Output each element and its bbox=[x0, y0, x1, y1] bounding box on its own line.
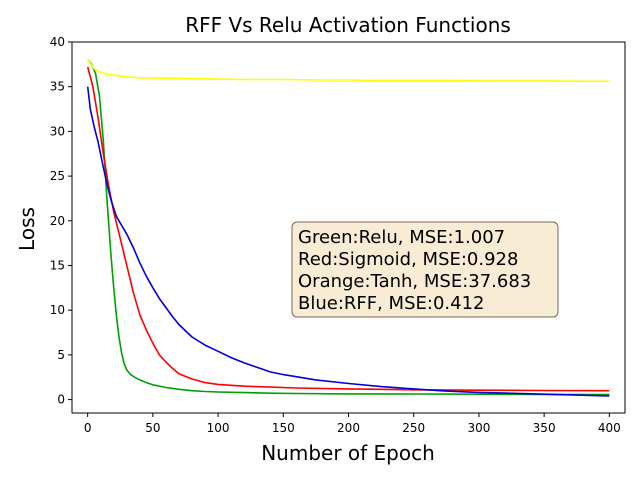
annotation-line-tanh: Orange:Tanh, MSE:37.683 bbox=[298, 271, 531, 292]
x-tick-label: 0 bbox=[84, 421, 92, 435]
x-tick-label: 150 bbox=[272, 421, 295, 435]
y-tick-label: 0 bbox=[57, 393, 65, 407]
y-tick-label: 10 bbox=[50, 303, 65, 317]
y-tick-label: 25 bbox=[50, 169, 65, 183]
x-tick-label: 50 bbox=[145, 421, 160, 435]
relu-loss-line bbox=[87, 59, 610, 396]
y-tick-label: 35 bbox=[50, 80, 65, 94]
y-tick-label: 15 bbox=[50, 258, 65, 272]
annotation-line-relu: Green:Relu, MSE:1.007 bbox=[298, 227, 505, 248]
plot-lines bbox=[86, 59, 610, 397]
x-tick-label: 400 bbox=[598, 421, 621, 435]
x-tick-label: 300 bbox=[467, 421, 490, 435]
mse-annotation-box: Green:Relu, MSE:1.007 Red:Sigmoid, MSE:0… bbox=[291, 221, 559, 318]
x-tick-label: 250 bbox=[402, 421, 425, 435]
y-tick-label: 40 bbox=[50, 35, 65, 49]
y-tick-label: 20 bbox=[50, 214, 65, 228]
annotation-line-sigmoid: Red:Sigmoid, MSE:0.928 bbox=[298, 249, 518, 270]
y-tick-label: 5 bbox=[57, 348, 65, 362]
rff-loss-line bbox=[86, 86, 610, 397]
y-axis-title: Loss bbox=[15, 207, 39, 251]
tanh-loss-line bbox=[87, 59, 610, 83]
annotation-line-rff: Blue:RFF, MSE:0.412 bbox=[298, 293, 484, 314]
annotation-box-background bbox=[291, 221, 559, 318]
y-axis: 0 5 10 15 20 25 30 35 40 bbox=[50, 35, 72, 407]
x-axis-title: Number of Epoch bbox=[261, 441, 435, 465]
chart-title: RFF Vs Relu Activation Functions bbox=[185, 13, 511, 37]
x-axis: 0 50 100 150 200 250 300 350 400 bbox=[84, 413, 621, 435]
y-tick-label: 30 bbox=[50, 124, 65, 138]
x-tick-label: 200 bbox=[337, 421, 360, 435]
x-tick-label: 100 bbox=[207, 421, 230, 435]
x-tick-label: 350 bbox=[533, 421, 556, 435]
